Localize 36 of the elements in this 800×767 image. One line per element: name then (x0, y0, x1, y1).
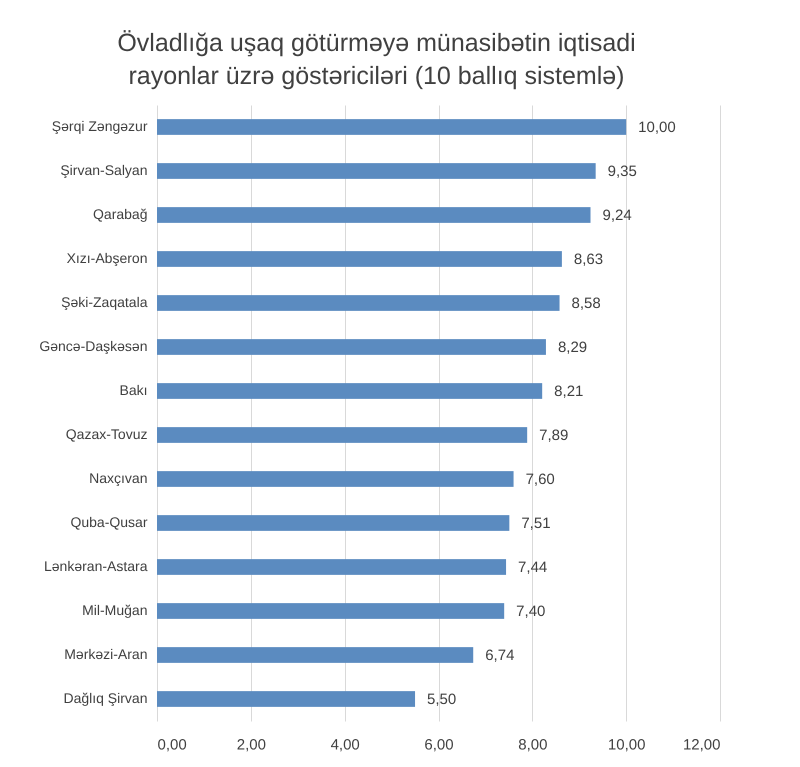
data-label: 7,89 (539, 427, 568, 444)
y-tick-label: Mərkəzi-Aran (64, 646, 148, 662)
data-label: 8,21 (554, 383, 584, 400)
x-tick-label: 0,00 (158, 736, 187, 754)
y-tick-label: Bakı (119, 382, 148, 398)
y-tick-label: Quba-Qusar (70, 514, 148, 530)
data-label: 10,00 (638, 119, 676, 136)
data-label: 6,74 (485, 647, 514, 664)
y-tick-label: Şirvan-Salyan (60, 162, 148, 178)
data-label: 7,60 (526, 471, 555, 488)
y-tick-label: Xızı-Abşeron (66, 250, 148, 266)
y-tick-label: Gəncə-Daşkəsən (39, 338, 148, 354)
y-tick-label: Şərqi Zəngəzur (52, 118, 148, 134)
y-tick-label: Qazax-Tovuz (66, 426, 148, 442)
x-tick-label: 6,00 (424, 736, 454, 754)
y-tick-label: Şəki-Zaqatala (61, 294, 148, 310)
data-label: 7,44 (518, 559, 548, 576)
y-tick-label: Mil-Muğan (82, 602, 148, 618)
data-label: 5,50 (427, 691, 456, 708)
y-tick-label: Dağlıq Şirvan (63, 690, 148, 706)
y-tick-label: Qarabağ (93, 206, 148, 222)
chart-title: Övladlığa uşaq götürməyə münasibətin iqtisadi rayonlar üzrə göstəriciləri (10 ballıq sistemlə) (117, 29, 636, 90)
data-label: 8,29 (558, 339, 588, 356)
y-tick-label: Lənkəran-Astara (44, 558, 148, 574)
x-tick-label: 8,00 (518, 736, 548, 754)
data-label: 7,51 (521, 515, 551, 532)
data-label: 9,24 (602, 207, 632, 224)
x-tick-label: 10,00 (608, 736, 646, 754)
x-tick-label: 2,00 (236, 736, 266, 754)
data-label: 8,63 (574, 251, 604, 268)
data-label: 9,35 (608, 163, 637, 180)
data-label: 7,40 (516, 603, 546, 620)
y-tick-label: Naxçıvan (89, 470, 148, 486)
x-tick-label: 4,00 (330, 736, 360, 754)
x-tick-label: 12,00 (682, 736, 720, 754)
data-label: 8,58 (572, 295, 601, 312)
